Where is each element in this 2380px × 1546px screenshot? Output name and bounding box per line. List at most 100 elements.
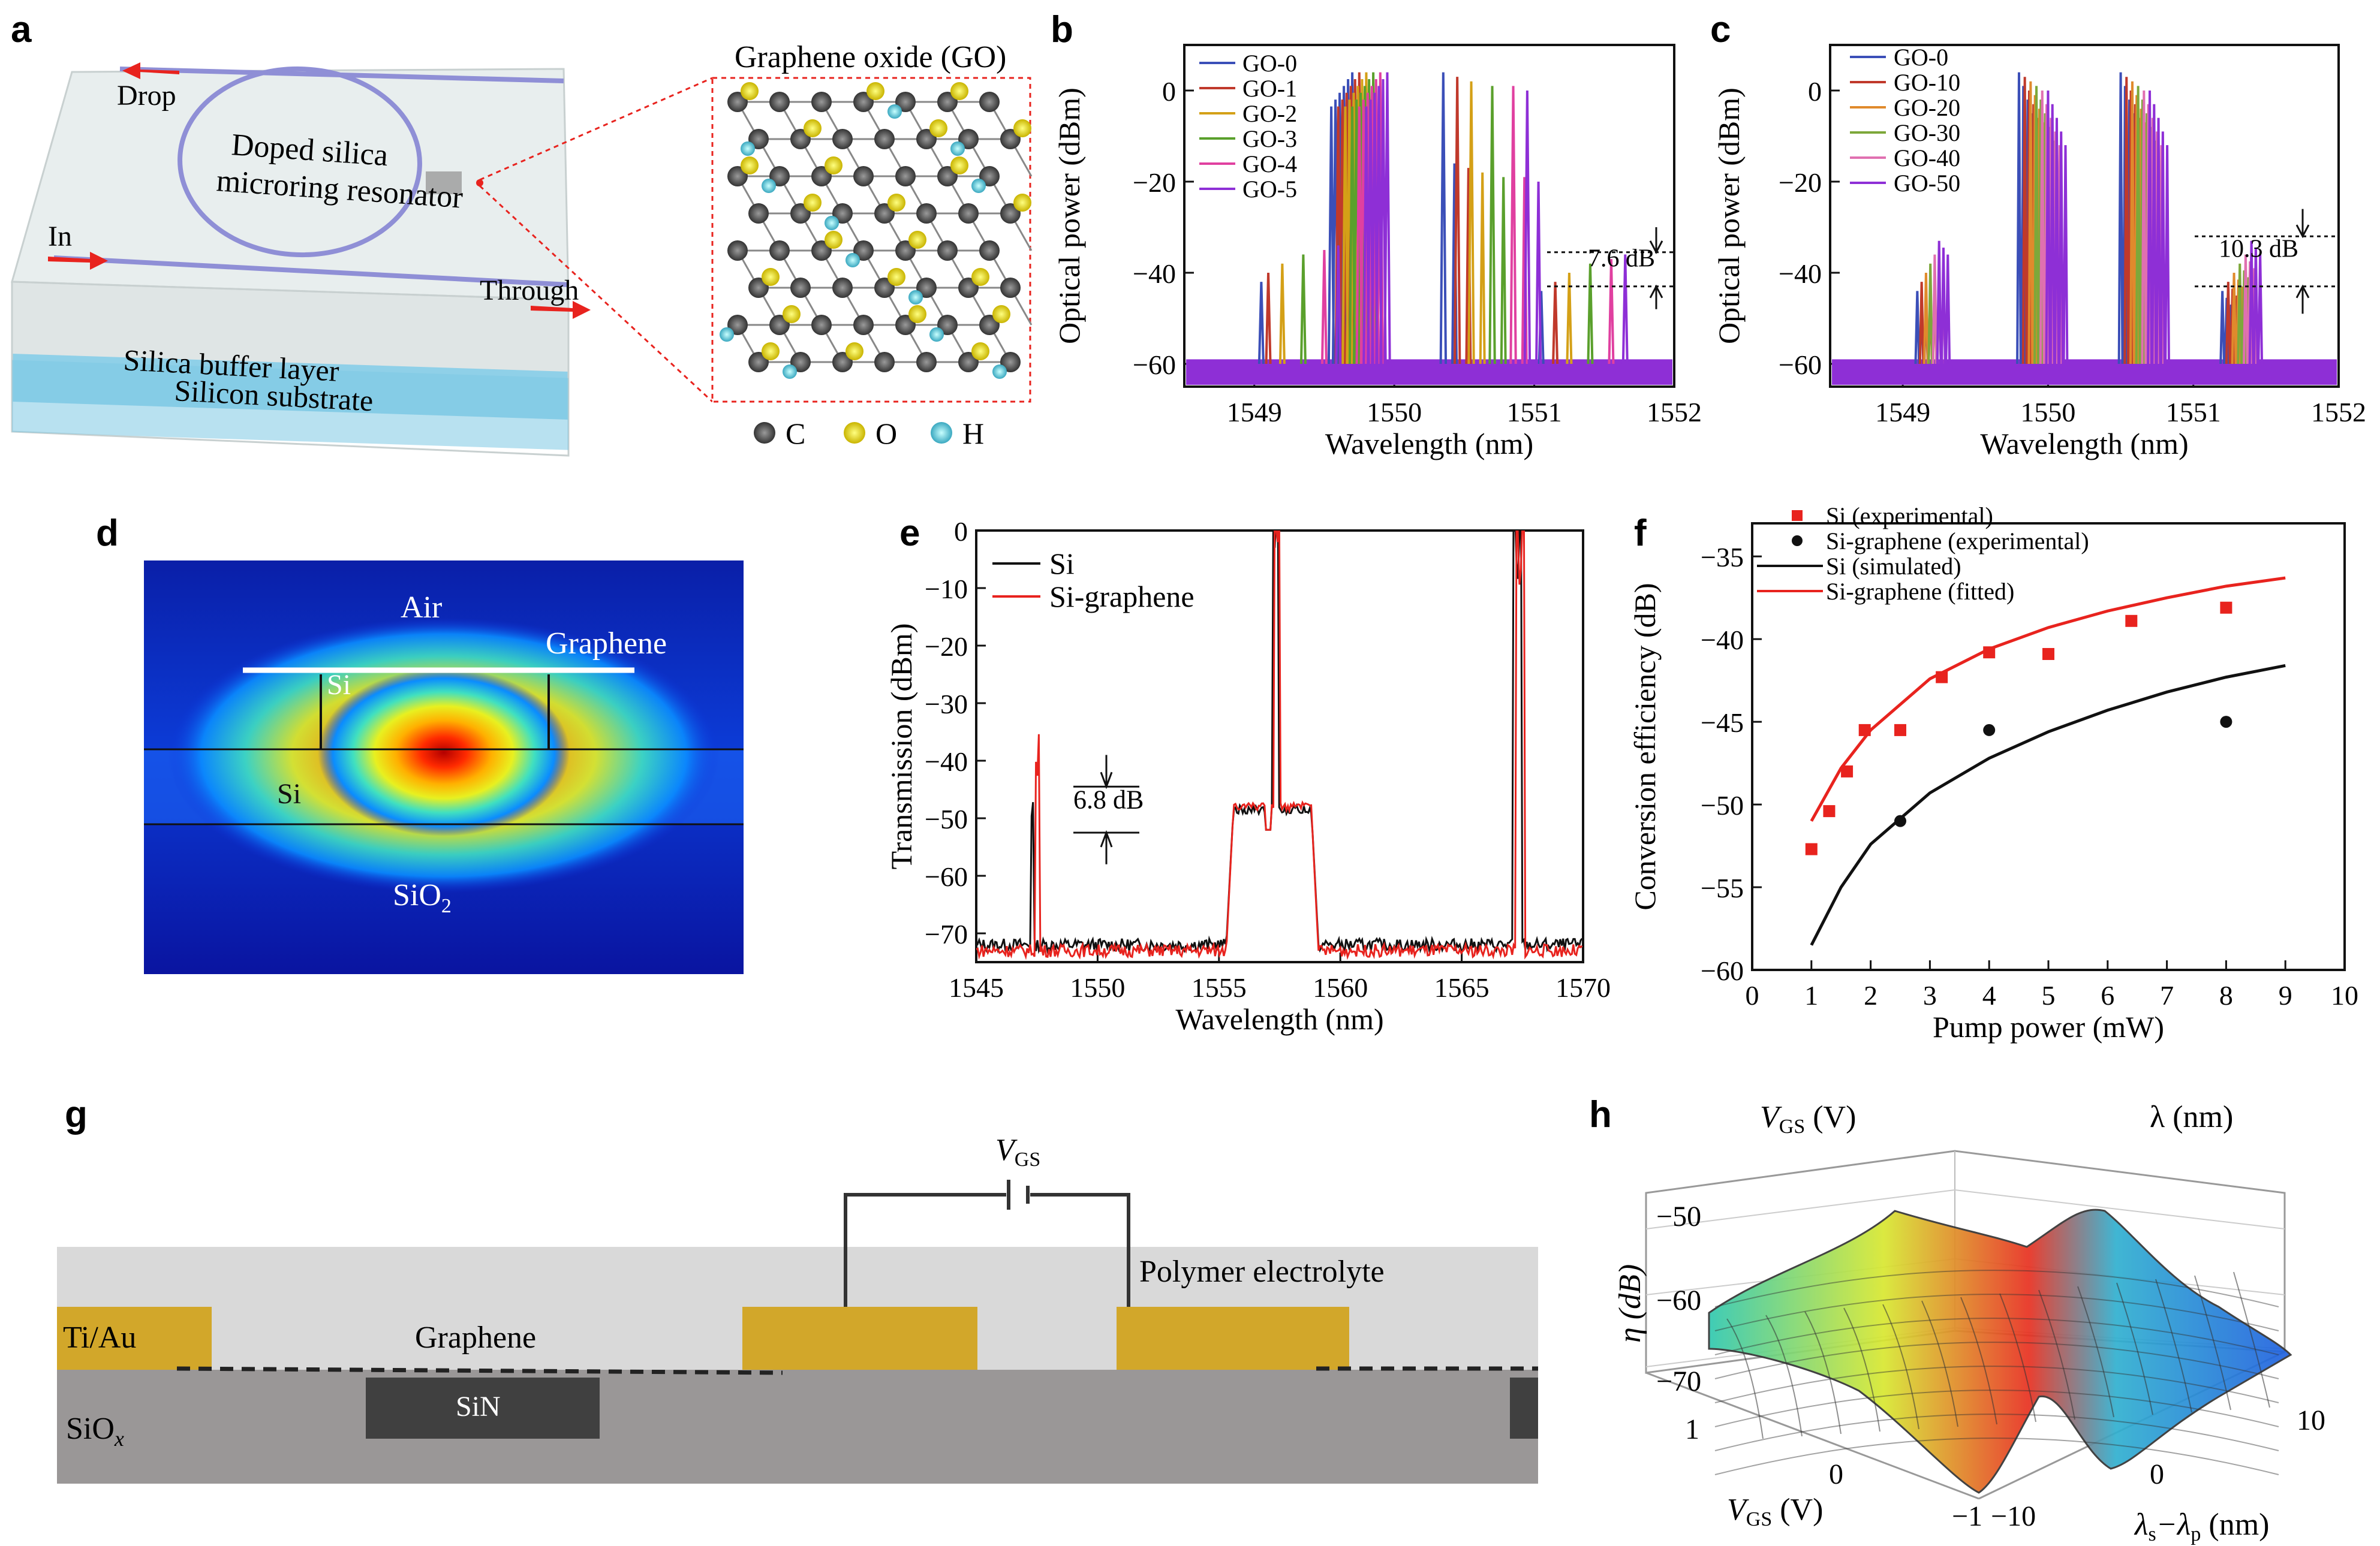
- y-tick-label: −60: [1779, 349, 1822, 380]
- hydrogen-atom: [720, 327, 734, 342]
- carbon-atom: [769, 166, 790, 186]
- panel-label-b: b: [1051, 9, 1073, 50]
- y-tick-label: 0: [954, 516, 968, 547]
- series-Si: [976, 531, 1583, 954]
- panel-g-gated-device: VGS Polymer electrolyte Ti/Au Graphene S…: [57, 1133, 1538, 1484]
- x-tick-label: 1570: [1555, 972, 1611, 1003]
- graphene-g-label: Graphene: [415, 1321, 536, 1355]
- annotation-6.8dB: 6.8 dB: [1073, 785, 1144, 815]
- gate-pad-2: [1117, 1307, 1349, 1370]
- y-tick-label: −40: [1701, 625, 1744, 655]
- carbon-atom: [790, 352, 811, 372]
- series-GO-1: [1265, 72, 1559, 364]
- hydrogen-atom: [950, 141, 965, 156]
- oxygen-atom: [908, 231, 926, 249]
- panel-a-device: Drop In Through Doped silica microring r…: [11, 40, 1033, 457]
- go-title: Graphene oxide (GO): [735, 40, 1006, 74]
- data-point: [1841, 765, 1854, 777]
- chart-b: 1549 1550 1551 1552 0 −20 −40 −60 Wavelength (nm…: [1052, 44, 1702, 460]
- x-tick-label: 1549: [1227, 397, 1282, 427]
- legend-entry: GO-20: [1894, 94, 1960, 121]
- oxygen-atom: [992, 305, 1010, 323]
- carbon-atom: [958, 129, 979, 149]
- x-tick-label: 1560: [1313, 972, 1368, 1003]
- y-axis-label: Optical power (dBm): [1712, 88, 1746, 344]
- y-tick-label: −60: [925, 861, 968, 892]
- oxide-layer: [57, 1370, 1538, 1484]
- hydrogen-atom: [971, 179, 986, 193]
- x-tick-label: 4: [1982, 980, 1996, 1011]
- panel-label-d: d: [96, 513, 119, 554]
- data-point: [1823, 805, 1836, 818]
- y-tick-label: −40: [925, 746, 968, 777]
- chart-f: 0 1 2 3 4 5 6 7 8 9 10 −35 −40 −45 −50 −55 −60 Pump power…: [1628, 502, 2358, 1044]
- oxygen-atom: [804, 119, 822, 137]
- series-GO-40: [1931, 90, 2258, 364]
- series-GO-0: [1257, 72, 1545, 364]
- graphene-layer: [176, 1366, 783, 1375]
- carbon-atom: [958, 203, 979, 224]
- x-tick-label: 1550: [2020, 397, 2075, 427]
- polymer-label: Polymer electrolyte: [1139, 1255, 1385, 1289]
- series-GO-20: [1923, 81, 2246, 364]
- go-patch: [426, 171, 462, 194]
- d-tick-0: 0: [2150, 1458, 2164, 1490]
- oxygen-atom: [741, 156, 759, 174]
- x-tick-label: 1552: [2311, 397, 2366, 427]
- y-tick-label: −10: [925, 574, 968, 604]
- x-tick-label: 5: [2042, 980, 2056, 1011]
- hydrogen-atom: [846, 253, 860, 267]
- carbon-atom: [832, 278, 853, 298]
- series-GO-3: [1299, 72, 1594, 364]
- x-tick-label: 9: [2279, 980, 2292, 1011]
- carbon-atom: [937, 315, 958, 335]
- y-axis-label: Transmission (dBm): [884, 623, 918, 870]
- hydrogen-atom: [825, 216, 839, 230]
- carbon-atom: [832, 129, 853, 149]
- panel-label-f: f: [1634, 513, 1647, 554]
- legend-entry: GO-0: [1894, 44, 1948, 71]
- x-tick-label: 1545: [949, 972, 1004, 1003]
- hydrogen-atom: [783, 364, 797, 379]
- series-GO-30: [1927, 86, 2252, 364]
- carbon-atom: [811, 315, 832, 335]
- legend-entry: GO-0: [1242, 50, 1297, 77]
- chart-c: 1549 1550 1551 1552 0 −20 −40 −60 Wavelength (nm…: [1712, 44, 2366, 460]
- y-tick-label: −55: [1701, 873, 1744, 903]
- data-point: [2220, 716, 2232, 728]
- x-axis-label: Wavelength (nm): [1175, 1002, 1383, 1036]
- gate-wire-left: [844, 1193, 1006, 1307]
- data-point: [1983, 724, 1996, 736]
- buffer-side: [12, 282, 568, 372]
- siox-label: SiOx: [66, 1412, 124, 1451]
- carbon-atom: [979, 92, 1000, 112]
- oxygen-atom: [741, 82, 759, 100]
- y-tick-label: −50: [1701, 790, 1744, 821]
- oxygen-atom: [846, 342, 863, 360]
- v-tick-1: 1: [1685, 1414, 1699, 1445]
- x-tick-label: 0: [1746, 980, 1759, 1011]
- legend-entry: GO-5: [1242, 176, 1297, 203]
- y-tick-label: 0: [1162, 76, 1176, 107]
- y-axis-label: Optical power (dBm): [1052, 88, 1086, 344]
- z-tick-60: −60: [1656, 1285, 1701, 1316]
- y-tick-label: −60: [1133, 349, 1176, 380]
- carbon-atom: [727, 240, 748, 261]
- z-axis-label: η (dB): [1613, 1264, 1647, 1343]
- hydrogen-atom: [741, 141, 755, 156]
- hydrogen-atom: [762, 179, 776, 193]
- panel-label-h: h: [1589, 1094, 1612, 1135]
- data-point: [1805, 843, 1818, 855]
- series-GO-10: [1918, 77, 2240, 364]
- tiau-label: Ti/Au: [63, 1321, 136, 1355]
- d-tick-10: 10: [2297, 1405, 2325, 1436]
- legend-entry: Si: [1049, 547, 1075, 580]
- mode-core: [318, 668, 570, 836]
- in-label: In: [48, 221, 72, 252]
- legend-entry: GO-40: [1894, 144, 1960, 171]
- x-tick-label: 1565: [1434, 972, 1490, 1003]
- legend-entry: Si-graphene: [1049, 580, 1194, 613]
- x-tick-label: 3: [1923, 980, 1937, 1011]
- annotation-10.3dB: 10.3 dB: [2219, 235, 2298, 263]
- plot-frame: [1829, 44, 2340, 388]
